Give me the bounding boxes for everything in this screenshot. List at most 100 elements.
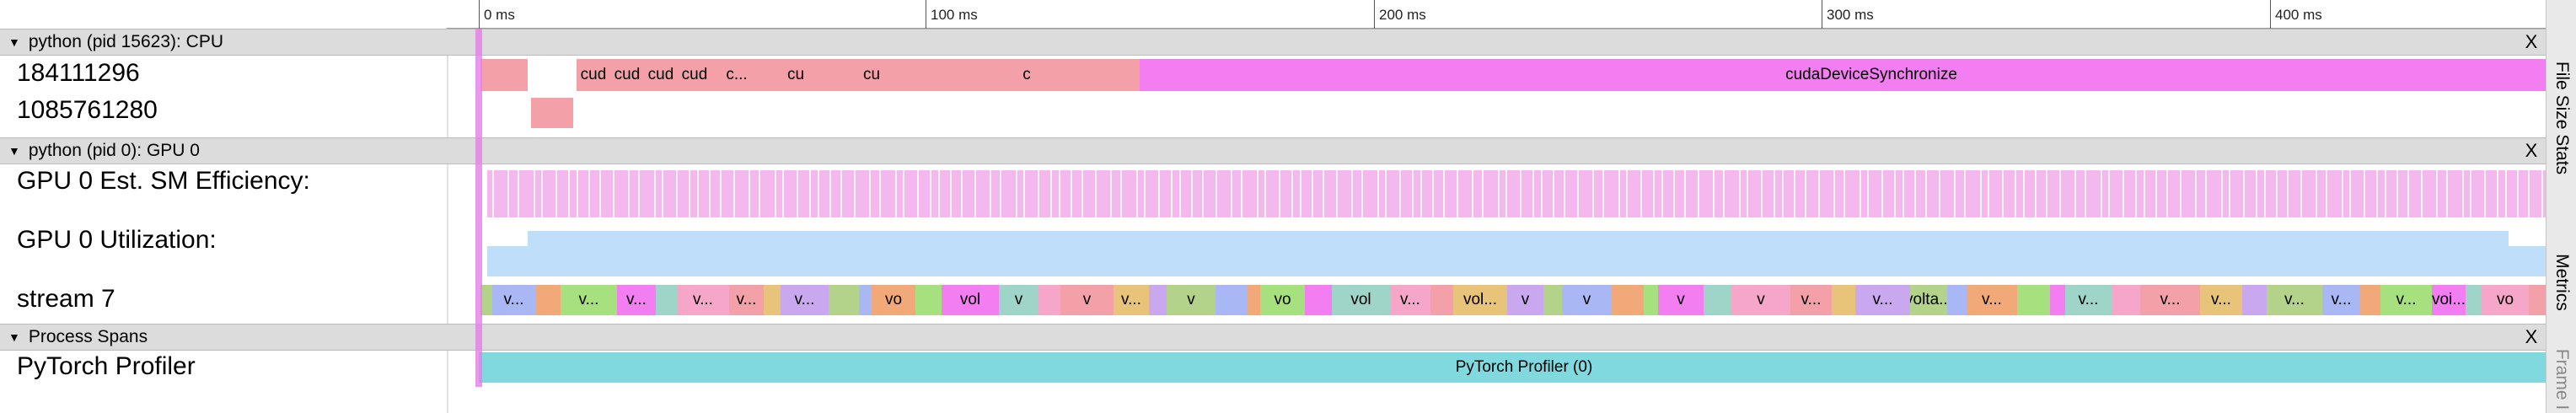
stream-kernel-slice[interactable]: v... [1114,285,1149,315]
stream-kernel-slice[interactable] [1947,285,1967,315]
stream-kernel-slice[interactable] [1612,285,1644,315]
sm-efficiency-gap [2349,170,2351,217]
selection-start-marker[interactable] [475,29,482,387]
stream-kernel-slice[interactable] [2050,285,2065,315]
stream-kernel-slice[interactable]: v... [2267,285,2322,315]
tab-metrics[interactable]: Metrics [2552,254,2573,311]
sm-efficiency-bar[interactable] [487,170,2571,217]
stream-kernel-slice[interactable] [656,285,677,315]
track-stream-7[interactable]: v... v... v... v... v... v... vo vol v v v... v vo vo… [479,283,2571,317]
stream-kernel-slice[interactable]: v [1507,285,1543,315]
stream-kernel-slice[interactable]: v... [2200,285,2242,315]
stream-kernel-slice[interactable] [1149,285,1167,315]
stream-kernel-slice[interactable] [915,285,942,315]
stream-kernel-slice[interactable]: voi... [2432,285,2466,315]
tab-frame[interactable]: Frame I [2552,348,2572,410]
timeline-ruler[interactable]: 0 ms 100 ms 200 ms 300 ms 400 ms [447,0,2546,29]
stream-kernel-slice[interactable] [859,285,872,315]
utilization-bar[interactable] [487,246,2571,276]
profiler-span[interactable]: PyTorch Profiler (0) [479,352,2569,383]
stream-kernel-slice[interactable] [535,285,561,315]
stream-kernel-slice[interactable]: v... [2140,285,2200,315]
close-group-button[interactable]: X [2525,140,2538,161]
stream-kernel-slice[interactable]: v... [1855,285,1910,315]
close-group-button[interactable]: X [2525,31,2538,52]
collapse-triangle-icon[interactable]: ▼ [8,35,20,49]
stream-kernel-slice[interactable] [1247,285,1260,315]
stream-kernel-slice[interactable]: v... [1790,285,1832,315]
cpu-slice[interactable] [531,98,573,128]
sm-efficiency-gap [869,170,871,217]
close-group-button[interactable]: X [2525,326,2538,347]
stream-kernel-slice[interactable] [2466,285,2482,315]
cpu-slice[interactable]: c... [711,59,762,91]
stream-kernel-slice[interactable] [2360,285,2380,315]
track-utilization[interactable] [479,221,2571,278]
stream-kernel-slice[interactable] [1832,285,1855,315]
track-profiler[interactable]: PyTorch Profiler (0) [479,352,2571,384]
track-cpu-thread-1[interactable]: cud cud cud cud c... cu cu c cudaDeviceS… [479,59,2571,91]
track-label-profiler: PyTorch Profiler [17,352,196,380]
sm-efficiency-gap [568,170,570,217]
stream-kernel-slice[interactable]: vol [1332,285,1390,315]
cpu-slice[interactable]: cud [577,59,610,91]
stream-kernel-slice[interactable]: vol... [1453,285,1507,315]
track-sm-efficiency[interactable] [479,167,2571,219]
stream-kernel-slice[interactable]: vo [872,285,915,315]
stream-kernel-slice[interactable] [1430,285,1453,315]
cpu-slice[interactable]: c [914,59,1140,91]
group-header-process-spans[interactable]: ▼ Process Spans X [0,324,2546,351]
cpu-slice[interactable]: cud [678,59,711,91]
stream-kernel-slice[interactable] [1038,285,1060,315]
stream-kernel-slice[interactable] [1305,285,1332,315]
stream-kernel-slice[interactable]: v... [1390,285,1430,315]
collapse-triangle-icon[interactable]: ▼ [8,144,20,158]
cpu-slice[interactable] [480,59,528,91]
stream-kernel-slice[interactable]: v... [729,285,764,315]
sm-efficiency-gap [1351,170,1353,217]
stream-kernel-slice[interactable]: v... [781,285,829,315]
stream-kernel-slice[interactable] [1704,285,1731,315]
stream-kernel-slice[interactable]: v... [1967,285,2017,315]
sm-efficiency-gap [2396,170,2398,217]
group-header-gpu[interactable]: ▼ python (pid 0): GPU 0 X [0,137,2546,164]
stream-kernel-slice[interactable]: volta... [1910,285,1947,315]
stream-kernel-slice[interactable]: vo [1260,285,1305,315]
stream-kernel-slice[interactable]: vo [2482,285,2529,315]
collapse-triangle-icon[interactable]: ▼ [8,330,20,344]
stream-kernel-slice[interactable]: v [1060,285,1114,315]
stream-kernel-slice[interactable]: v... [2380,285,2432,315]
cpu-slice[interactable]: cu [829,59,914,91]
track-cpu-thread-2[interactable] [479,96,2571,133]
stream-kernel-slice[interactable] [2242,285,2267,315]
stream-kernel-slice[interactable] [1216,285,1247,315]
stream-kernel-slice[interactable]: v [1562,285,1612,315]
stream-kernel-slice[interactable]: v... [617,285,656,315]
utilization-bar-upper[interactable] [528,231,2509,246]
sync-slice[interactable]: cudaDeviceSynchronize [1140,59,2571,91]
stream-kernel-slice[interactable]: v... [492,285,535,315]
stream-kernel-slice[interactable]: v... [2322,285,2360,315]
stream-kernel-slice[interactable] [1543,285,1562,315]
stream-kernel-slice[interactable]: v [1167,285,1216,315]
stream-kernel-slice[interactable] [1644,285,1658,315]
sm-efficiency-gap [1818,170,1820,217]
stream-kernel-slice[interactable]: v... [2065,285,2112,315]
stream-kernel-slice[interactable] [2017,285,2050,315]
stream-kernel-slice[interactable]: v [1731,285,1790,315]
label-column-divider [447,29,448,413]
cpu-slice[interactable]: cu [762,59,829,91]
stream-kernel-slice[interactable]: v [1658,285,1704,315]
stream-kernel-slice[interactable]: vol [942,285,999,315]
stream-kernel-slice[interactable] [2112,285,2140,315]
cpu-slice[interactable]: cud [610,59,644,91]
cpu-slice[interactable]: cud [644,59,678,91]
tab-file-size-stats[interactable]: File Size Stats [2552,61,2572,175]
stream-kernel-slice[interactable]: v [999,285,1038,315]
stream-kernel-slice[interactable]: v... [677,285,729,315]
group-header-cpu[interactable]: ▼ python (pid 15623): CPU X [0,29,2546,56]
stream-kernel-slice[interactable]: v... [561,285,617,315]
stream-kernel-slice[interactable] [480,285,492,315]
stream-kernel-slice[interactable] [829,285,859,315]
stream-kernel-slice[interactable] [764,285,781,315]
